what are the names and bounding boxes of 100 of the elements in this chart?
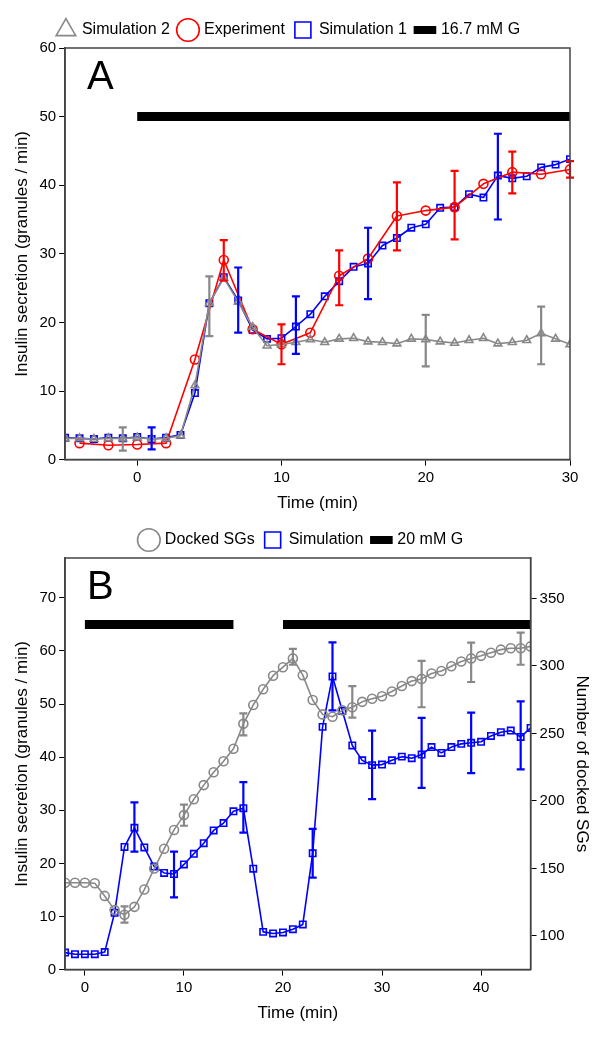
point [421,334,431,343]
y2-tick-label: 150 [539,858,565,876]
point [239,804,248,813]
point [478,332,489,342]
legend-label: Experiment [203,20,286,38]
point [446,660,457,672]
point [348,332,359,342]
point [392,234,401,242]
point [307,694,318,706]
point [515,642,526,654]
y-tick-label: 10 [39,906,57,924]
x-tick-label: 40 [472,977,490,995]
x-tick-label: 0 [133,467,142,485]
point [190,380,200,389]
point [247,321,258,331]
point [190,389,199,398]
point [407,754,416,763]
point [199,839,208,848]
point [320,336,330,346]
point [535,168,547,180]
point [465,653,477,664]
point [406,333,417,342]
x-axis-title: Time (min) [277,493,358,513]
point [486,731,495,740]
point [178,809,190,821]
point [170,870,179,878]
x-tick-label: 30 [561,467,579,485]
point [347,701,358,713]
point [420,205,432,216]
legend-label: 16.7 mM G [440,20,521,38]
point [168,824,180,836]
y-tick-label: 20 [39,853,57,871]
point [392,338,402,347]
point [318,722,327,731]
y-tick-label: 60 [39,641,57,659]
y2-tick-label: 100 [539,926,565,943]
point [188,793,200,805]
legend-label: Docked SGs [164,530,255,548]
point [291,322,300,331]
point [189,354,201,365]
annotation: A [87,53,115,98]
point [278,928,287,937]
y-axis-title: Insulin secretion (granules / min) [11,130,31,377]
point [160,437,172,449]
point [99,890,110,902]
point [269,929,278,938]
point [305,327,316,338]
point [407,223,416,232]
point [349,262,358,271]
point [327,711,338,722]
point [362,253,374,264]
point [493,171,502,180]
point [506,726,515,735]
point [426,668,437,679]
point [228,743,239,754]
legend-label: Simulation 2 [81,20,171,38]
point [119,909,130,921]
point [479,193,488,202]
legend-label: 20 mM G [397,530,464,548]
legend-label: Simulation 1 [318,20,408,38]
point [333,270,345,282]
point [507,336,517,346]
point [158,843,170,855]
point [71,950,79,959]
point [427,743,436,752]
y-tick-label: 50 [39,106,57,124]
point [160,868,169,877]
point [364,259,373,268]
point [478,178,489,190]
point [537,163,546,172]
point [421,220,430,229]
point [496,728,505,737]
point [416,673,427,685]
point [110,908,119,917]
point [536,328,546,337]
point [378,241,387,250]
point [238,718,249,730]
point [335,277,344,286]
point [477,737,486,746]
point [475,650,487,662]
point [507,166,518,178]
point [140,843,149,852]
point [551,160,560,169]
point [189,849,198,858]
y-tick-label: 40 [39,747,57,765]
y-tick-label: 70 [39,587,57,605]
point [198,779,210,791]
point [406,675,418,687]
point [417,750,426,759]
point [522,334,532,344]
y2-axis-title: Number of docked SGs [573,675,593,853]
point [320,292,329,301]
y-axis-title: Insulin secretion (granules / min) [11,640,31,887]
y-tick-label: 10 [39,381,57,399]
point [120,842,129,851]
point [516,733,525,741]
point [277,661,289,673]
point [219,819,228,827]
point [288,925,297,934]
point [229,807,238,816]
